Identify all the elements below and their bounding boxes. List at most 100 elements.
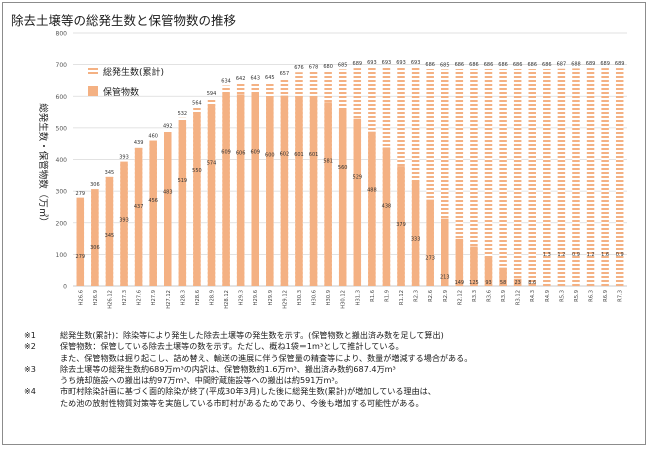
bar-total-R3.6 [484,69,493,287]
x-tick-label: H30.3 [297,290,303,305]
data-label-stock: 333 [411,237,421,243]
data-label-total: 676 [294,65,304,71]
data-label-total: 594 [207,91,217,97]
x-tick-label: R4.3 [530,290,536,302]
bar-stock-H29.12 [280,95,289,287]
data-label-total: 693 [396,60,406,66]
bar-total-R6.3 [586,68,595,286]
y-tick-label: 100 [56,252,68,259]
note-3: ※3 除去土壌等の総発生数約689万m³の内訳は、保管物数約1.6万m³、搬出済… [24,364,472,375]
x-tick-label: H27.12 [166,290,172,309]
data-label-total: 634 [221,78,231,84]
data-label-stock: 519 [178,178,188,184]
data-label-stock: 93 [485,280,491,286]
x-tick-label: H29.3 [239,290,245,305]
note-2: ※2 保管物数：保管している除去土壌等の数を示す。ただし、概ね1袋＝1m³として… [24,341,472,352]
note-text: 除去土壌等の総発生数約689万m³の内訳は、保管物数約1.6万m³、搬出済み数約… [60,363,396,374]
bar-total-R2.3 [411,66,420,287]
y-tick-label: 600 [56,94,68,101]
x-tick-label: H28.12 [224,290,230,309]
x-tick-label: H28.9 [210,290,216,305]
x-tick-label: H28.3 [180,290,186,305]
data-label-total: 693 [411,60,421,66]
data-label-stock: 393 [119,218,129,224]
bar-stock-R3.9 [499,267,507,286]
note-3-cont: うち焼却施設への搬出は約97万m³、中間貯蔵施設等への搬出は約591万m³。 [60,375,343,386]
data-label-total: 393 [119,155,129,161]
note-text: 市町村除染計画に基づく面的除染が終了(平成30年3月)した後に総発生数(累計)が… [60,386,436,397]
bar-stock-R3.3 [470,246,478,286]
x-tick-label: R2.6 [428,290,434,302]
data-label-stock: 560 [338,165,348,171]
data-label-total: 686 [469,62,479,68]
data-label-stock: 600 [265,152,275,158]
data-label-stock: 149 [455,280,465,286]
data-label-stock: 125 [469,280,479,286]
data-label-total: 492 [163,123,173,129]
page-title: 除去土壌等の総発生数と保管物数の推移 [11,13,237,28]
bar-stock-H28.6 [193,112,201,286]
data-label-stock: 602 [280,152,290,158]
y-tick-label: 300 [56,189,68,196]
bar-stock-R1.9 [382,147,391,286]
bar-stock-H30.3 [295,95,303,286]
data-label-stock: 58 [500,280,506,286]
data-label-stock: 0.9 [616,252,624,258]
note-4: ※4 市町村除染計画に基づく面的除染が終了(平成30年3月)した後に総発生数(累… [24,386,472,397]
data-label-total: 279 [76,191,86,197]
data-label-stock: 8.6 [528,280,536,286]
x-tick-label: H31.3 [355,290,361,305]
y-tick-label: 0 [63,284,67,291]
data-label-stock: 574 [207,160,217,166]
data-label-stock: 483 [163,189,173,195]
x-tick-label: R3.6 [487,290,493,302]
data-label-stock: 550 [192,168,202,174]
data-label-stock: 581 [323,158,333,164]
x-tick-label: H26.9 [93,290,99,305]
x-tick-label: H28.6 [195,290,201,305]
notes: ※1 総発生数(累計)：除染等により発生した除去土壌等の発生数を示す。(保管物数… [24,330,472,409]
x-tick-label: R2.3 [414,290,420,302]
x-tick-label: R1.12 [399,290,405,305]
x-tick-label: R6.3 [589,290,595,302]
y-axis-label: 総発生数・保管物数（万㎥） [37,103,49,227]
bar-stock-R2.3 [411,180,420,286]
data-label-total: 693 [367,60,377,66]
x-tick-label: R2.9 [443,290,449,302]
data-label-total: 645 [265,75,275,81]
data-label-stock: 609 [221,149,231,155]
bar-stock-H29.6 [251,93,259,286]
data-label-total: 687 [557,62,567,68]
data-label-stock: 306 [90,245,100,251]
bar-stock-R1.6 [368,131,376,286]
bar-stock-R2.9 [441,218,449,286]
data-label-total: 689 [615,61,625,67]
bar-total-R2.6 [426,69,434,287]
data-label-total: 686 [455,62,465,68]
bar-stock-H28.9 [207,104,216,286]
bar-stock-H27.3 [120,161,128,286]
data-label-stock: 456 [148,198,158,204]
x-tick-label: H30.6 [312,290,318,305]
note-1: ※1 総発生数(累計)：除染等により発生した除去土壌等の発生数を示す。(保管物数… [24,330,472,341]
note-text: 総発生数(累計)：除染等により発生した除去土壌等の発生数を示す。(保管物数と搬出… [60,330,444,340]
bar-stock-H30.9 [324,102,332,286]
bar-stock-H28.12 [222,93,230,286]
y-tick-label: 700 [56,62,68,69]
bar-stock-R1.12 [397,166,405,286]
data-label-stock: 488 [367,188,377,194]
x-tick-label: R6.9 [603,290,609,302]
note-mark: ※3 [24,363,36,374]
legend: 総発生数(累計) 保管物数 [88,66,164,98]
data-label-stock: 279 [76,254,86,260]
y-tick-label: 400 [56,157,68,164]
bar-stock-H29.9 [266,96,274,286]
bar-total-R3.3 [470,69,478,287]
data-label-total: 685 [440,62,450,68]
legend-swatch-total [88,66,98,76]
note-mark: ※1 [24,330,36,340]
data-label-stock: 609 [250,149,260,155]
legend-label-total: 総発生数(累計) [103,66,164,78]
legend-swatch-stock [88,86,98,96]
bar-stock-R3.12 [513,278,522,286]
